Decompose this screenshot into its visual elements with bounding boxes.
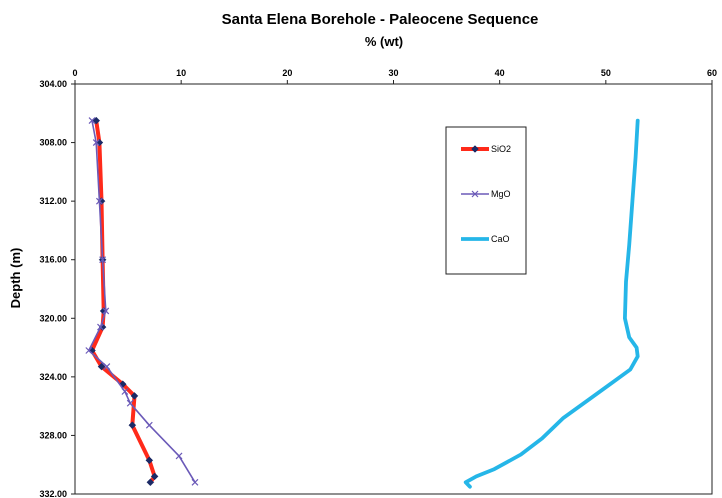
series-line-sio2	[92, 121, 155, 483]
data-point-mgo	[122, 389, 128, 395]
y-tick-label: 304.00	[39, 79, 67, 89]
y-axis-ticks: 304.00 308.00 312.00 316.00 320.00 324.00 328.…	[39, 79, 75, 498]
plot-area	[75, 84, 712, 494]
y-tick-label: 308.00	[39, 138, 67, 148]
chart-title: Santa Elena Borehole - Paleocene Sequenc…	[222, 11, 539, 28]
y-axis-label: Depth (m)	[8, 248, 23, 309]
data-point-mgo	[192, 479, 198, 485]
legend-label: CaO	[491, 234, 510, 244]
x-tick-label: 10	[176, 68, 186, 78]
data-point-mgo	[176, 453, 182, 459]
x-tick-label: 60	[707, 68, 717, 78]
x-tick-label: 50	[601, 68, 611, 78]
x-tick-label: 30	[388, 68, 398, 78]
legend: SiO2 MgO CaO	[446, 127, 526, 274]
x-axis-ticks: 0 10 20 30 40 50 60	[72, 68, 717, 84]
y-tick-label: 324.00	[39, 372, 67, 382]
legend-label: MgO	[491, 189, 511, 199]
plot-frame	[75, 84, 712, 494]
x-axis-label: % (wt)	[365, 34, 403, 49]
x-tick-label: 0	[72, 68, 77, 78]
series-layer	[86, 117, 638, 487]
data-point-mgo	[146, 422, 152, 428]
y-tick-label: 332.00	[39, 489, 67, 498]
y-tick-label: 320.00	[39, 313, 67, 323]
y-tick-label: 312.00	[39, 196, 67, 206]
legend-label: SiO2	[491, 144, 511, 154]
y-tick-label: 328.00	[39, 430, 67, 440]
x-tick-label: 20	[282, 68, 292, 78]
series-sio2	[88, 117, 158, 486]
y-tick-label: 316.00	[39, 255, 67, 265]
x-tick-label: 40	[495, 68, 505, 78]
series-line-mgo	[89, 121, 195, 483]
